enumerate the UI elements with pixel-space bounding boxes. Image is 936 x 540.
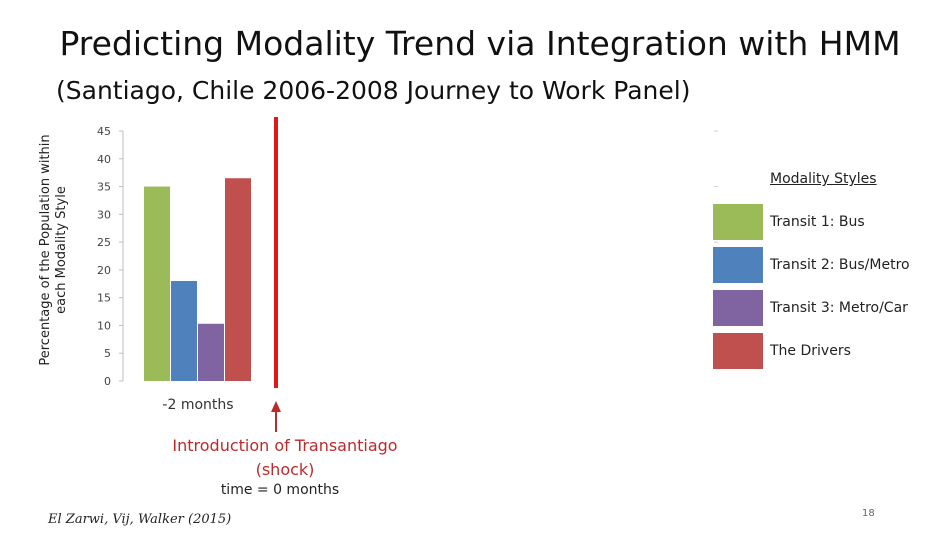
legend-label: Transit 1: Bus — [770, 214, 865, 230]
legend-title: Modality Styles — [770, 171, 877, 187]
y-tick-label: 40 — [97, 153, 111, 166]
y-tick-label: 45 — [97, 125, 111, 138]
legend-label: Transit 3: Metro/Car — [770, 300, 908, 316]
y-tick-label: 15 — [97, 292, 111, 305]
y-tick-label: 35 — [97, 181, 111, 194]
slide-title: Predicting Modality Trend via Integratio… — [59, 24, 901, 63]
shock-label: Introduction of Transantiago (shock) — [172, 436, 398, 479]
bar-transit-1-bus — [144, 186, 170, 381]
y-tick-label: 25 — [97, 236, 111, 249]
legend-label: The Drivers — [770, 343, 851, 359]
bar-the-drivers — [225, 178, 251, 381]
citation: El Zarwi, Vij, Walker (2015) — [48, 512, 232, 527]
legend-swatch — [713, 290, 763, 326]
bar-transit-3-metro-car — [198, 323, 224, 381]
legend-swatch — [713, 333, 763, 369]
legend-swatch — [713, 247, 763, 283]
shock-arrow-head — [271, 401, 281, 412]
y-tick-label: 10 — [97, 319, 111, 332]
time-label: time = 0 months — [220, 482, 340, 498]
y-tick-label: 0 — [104, 375, 111, 388]
y-tick-label: 30 — [97, 208, 111, 221]
slide-subtitle: (Santiago, Chile 2006-2008 Journey to Wo… — [56, 76, 691, 105]
legend-swatch — [713, 204, 763, 240]
x-category-label: -2 months — [162, 397, 233, 413]
y-tick-label: 20 — [97, 264, 111, 277]
legend-label: Transit 2: Bus/Metro — [770, 257, 910, 273]
bar-transit-2-bus-metro — [171, 281, 197, 381]
page-number: 18 — [862, 508, 875, 519]
y-tick-label: 5 — [104, 347, 111, 360]
